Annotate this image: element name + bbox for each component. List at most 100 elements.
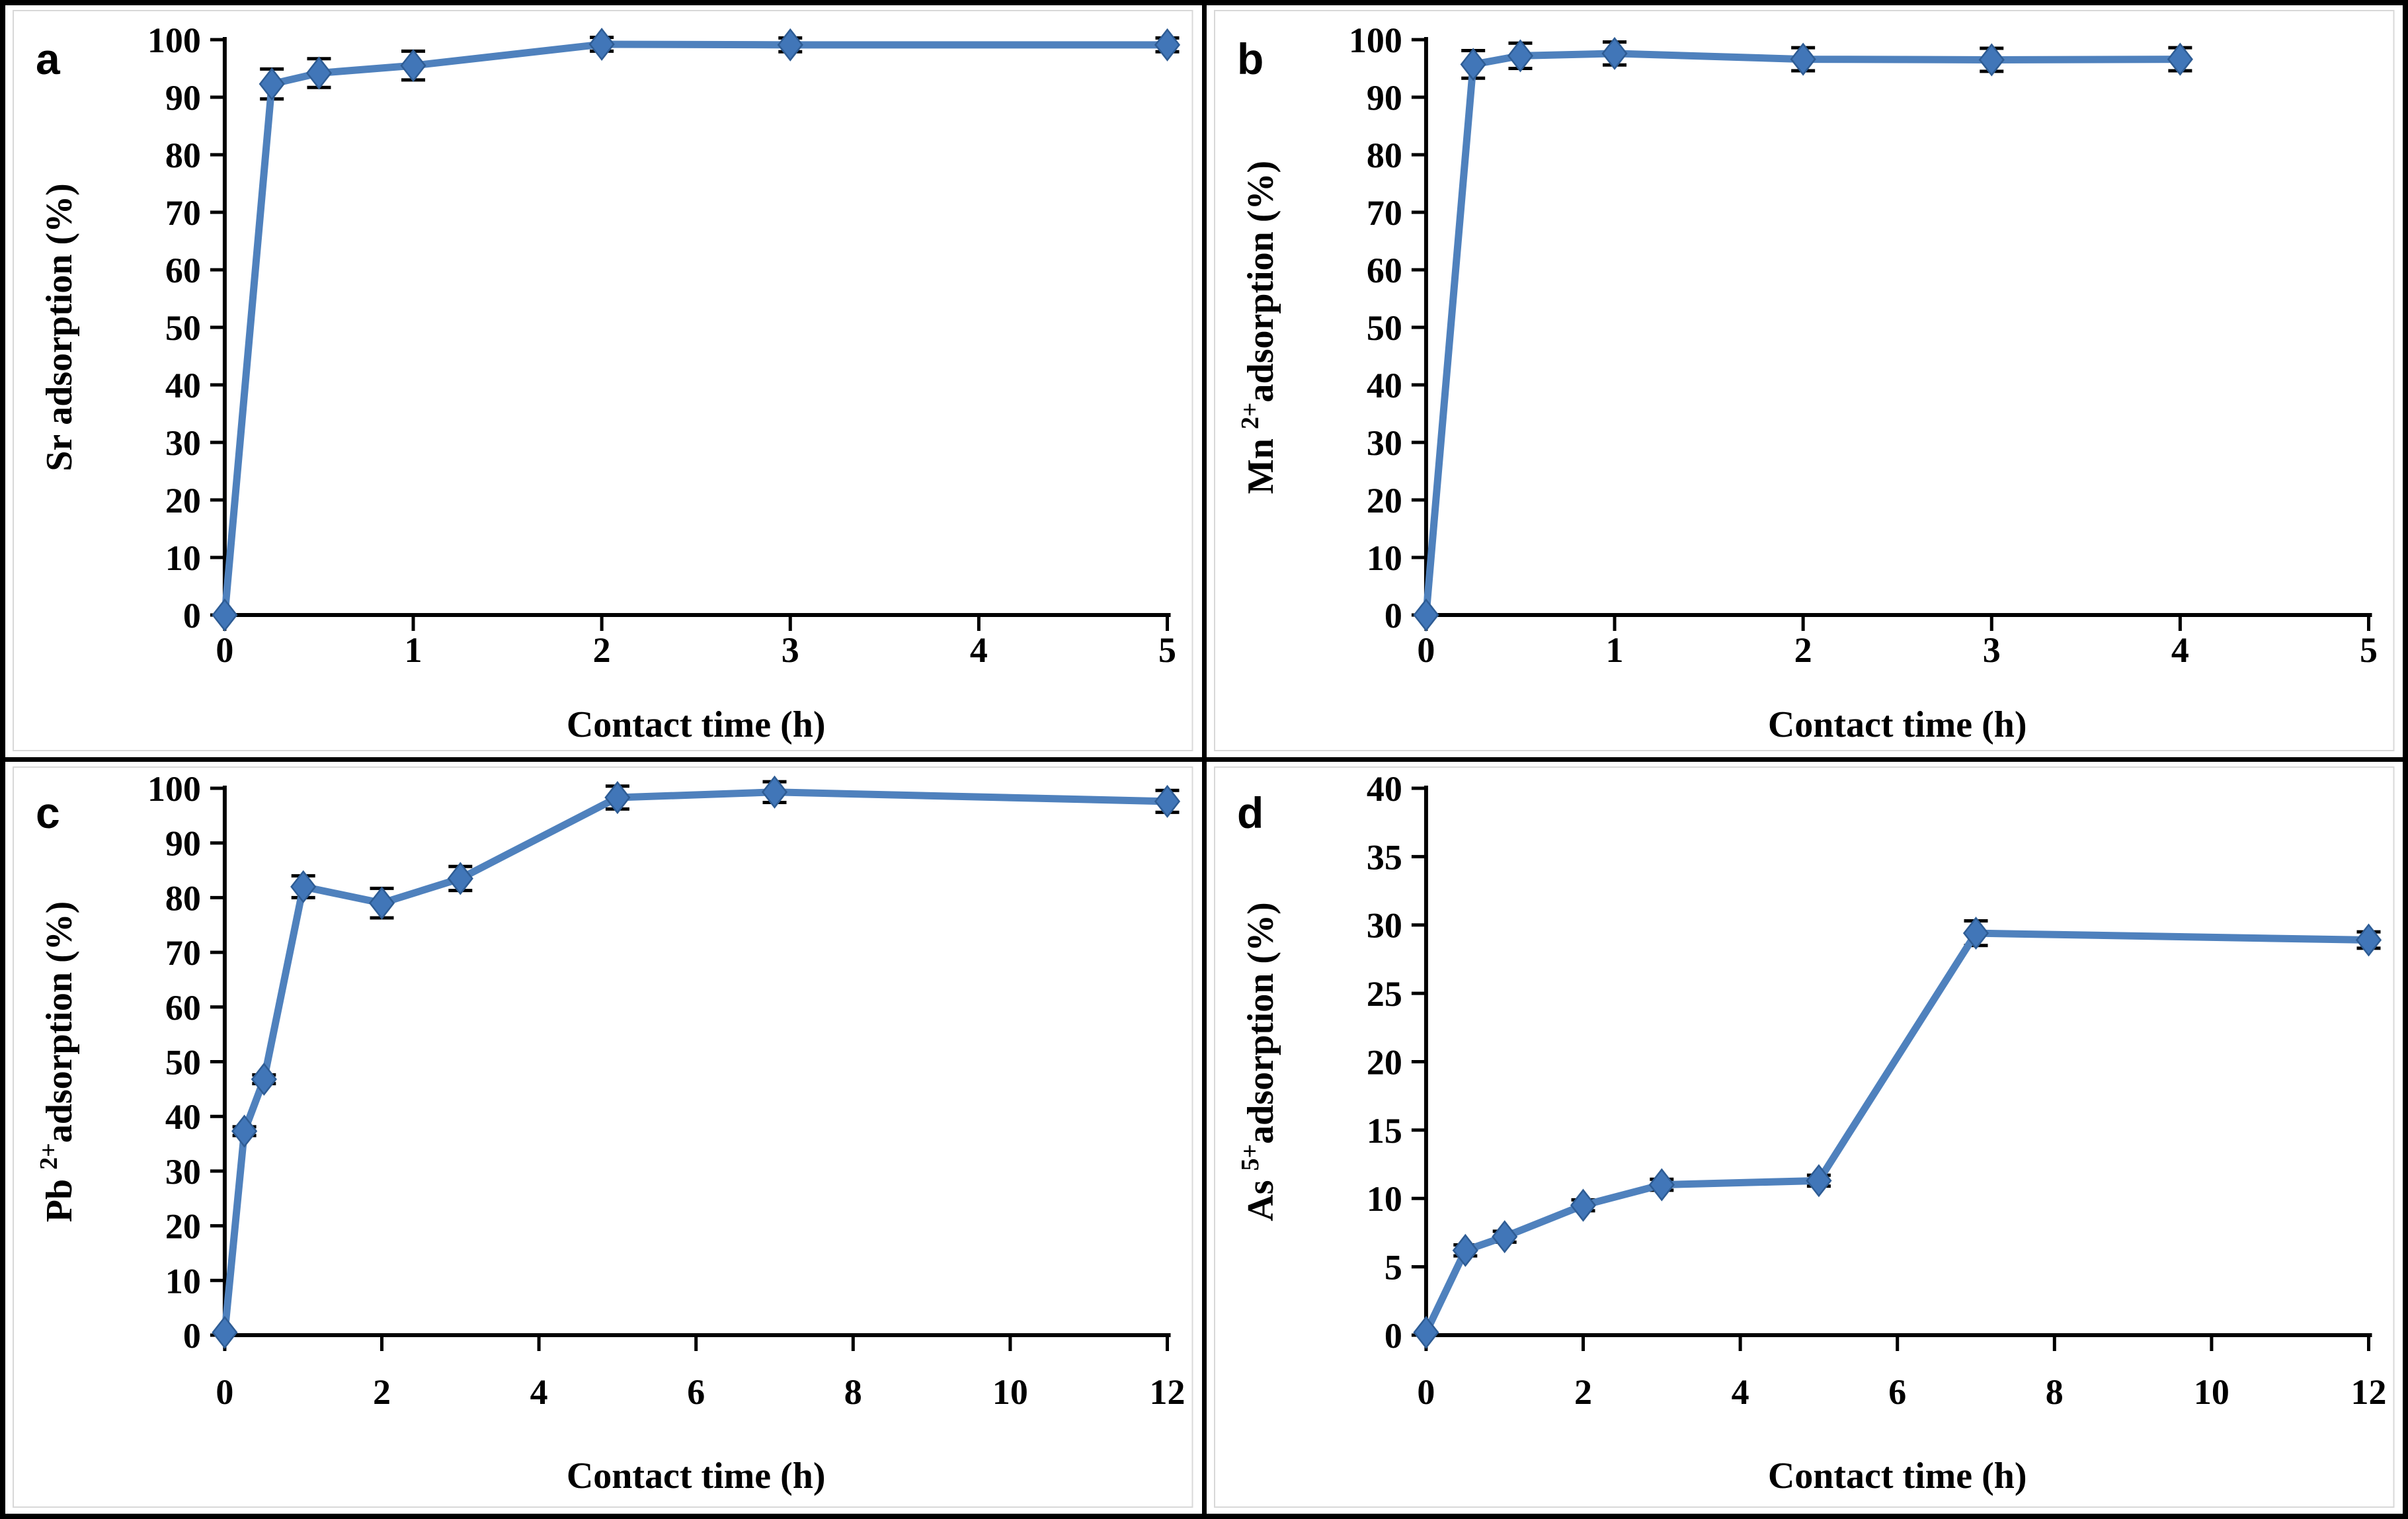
y-tick-label: 20 (165, 481, 201, 520)
data-point-marker (761, 775, 788, 809)
y-tick-label: 30 (165, 423, 201, 463)
chart-c: c 0 10 20 30 40 50 60 70 80 90 100 0 2 4 6 8 10 12 Contact … (12, 766, 1193, 1508)
y-tick-label: 60 (165, 251, 201, 290)
x-tick-label: 0 (1417, 630, 1435, 670)
y-tick-label: 5 (1384, 1248, 1402, 1288)
data-point-marker (1412, 598, 1439, 632)
data-point-marker (1978, 43, 2005, 77)
chart-d: d 0 5 10 15 20 25 30 35 40 0 2 4 6 8 10 12 Contact time (… (1213, 766, 2395, 1508)
y-axis-title: Sr adsorption (%) (39, 183, 80, 472)
y-tick-label: 15 (1366, 1111, 1402, 1151)
y-tick-label: 40 (1366, 366, 1402, 405)
y-tick-label: 70 (165, 193, 201, 233)
y-tick-label: 30 (165, 1152, 201, 1192)
x-tick-label: 12 (2350, 1372, 2386, 1412)
data-point-marker (400, 49, 426, 83)
data-point-marker (447, 862, 473, 895)
chart-a: a 0 10 20 30 40 50 60 70 80 90 100 0 1 2 3 4 5 Contact tim… (12, 10, 1193, 751)
data-point-marker (231, 1114, 258, 1148)
panel-letter: b (1236, 34, 1263, 83)
x-tick-label: 6 (1888, 1372, 1906, 1412)
x-tick-label: 0 (1417, 1372, 1435, 1412)
x-tick-label: 2 (593, 630, 611, 670)
y-tick-label: 50 (165, 1042, 201, 1082)
data-point-marker (1460, 48, 1486, 81)
data-series-line (1422, 929, 2372, 1336)
y-tick-label: 0 (183, 1316, 201, 1356)
data-point-marker (1601, 36, 1628, 70)
data-point-marker (212, 598, 238, 632)
y-tick-label: 40 (1366, 769, 1402, 809)
x-axis-title: Contact time (h) (1767, 704, 2027, 745)
data-point-marker (1452, 1233, 1478, 1267)
x-tick-label: 4 (530, 1372, 548, 1412)
x-tick-label: 4 (2171, 630, 2188, 670)
x-axis-title: Contact time (h) (567, 1456, 826, 1497)
x-tick-label: 0 (216, 1372, 233, 1412)
y-tick-label: 100 (147, 769, 201, 809)
y-tick-label: 90 (165, 78, 201, 118)
x-tick-label: 2 (1574, 1372, 1592, 1412)
x-tick-label: 6 (687, 1372, 705, 1412)
y-tick-label: 0 (183, 596, 201, 636)
data-point-marker (777, 28, 803, 62)
data-series-line (1422, 50, 2184, 619)
y-tick-label: 20 (1366, 481, 1402, 520)
data-point-marker (305, 56, 333, 90)
y-axis-title: Pb 2+adsorption (%) (35, 901, 80, 1223)
y-tick-label: 10 (165, 1261, 201, 1301)
x-tick-label: 5 (1158, 630, 1176, 670)
x-tick-label: 3 (782, 630, 799, 670)
data-point-marker (368, 886, 395, 920)
y-axis-title: As 5+adsorption (%) (1236, 902, 1281, 1221)
y-tick-label: 20 (1366, 1042, 1402, 1082)
y-tick-label: 20 (165, 1207, 201, 1247)
panel-b-mn-adsorption: b 0 10 20 30 40 50 60 70 80 90 100 0 1 2 3 4 5 Contact tim… (1206, 5, 2403, 757)
x-axis-title: Contact time (h) (1767, 1456, 2027, 1497)
data-series-line (221, 788, 1172, 1336)
data-point-marker (588, 27, 615, 61)
y-tick-label: 50 (165, 308, 201, 348)
chart-area-frame (12, 766, 1193, 1508)
panel-c-pb-adsorption: c 0 10 20 30 40 50 60 70 80 90 100 0 2 4 6 8 10 12 Contact … (5, 762, 1202, 1514)
y-tick-label: 90 (165, 824, 201, 864)
y-tick-label: 90 (1366, 78, 1402, 118)
x-tick-label: 4 (970, 630, 988, 670)
y-tick-label: 10 (165, 538, 201, 578)
data-point-marker (1570, 1188, 1596, 1222)
data-point-marker (251, 1062, 277, 1096)
y-tick-label: 80 (165, 878, 201, 918)
chart-area-frame (12, 10, 1193, 751)
x-tick-label: 0 (216, 630, 233, 670)
x-axis-title: Contact time (h) (567, 704, 826, 745)
panel-a-sr-adsorption: a 0 10 20 30 40 50 60 70 80 90 100 0 1 2 3 4 5 Contact tim… (5, 5, 1202, 757)
y-tick-label: 25 (1366, 974, 1402, 1014)
y-tick-label: 70 (1366, 193, 1402, 233)
y-tick-label: 100 (1348, 21, 1402, 60)
data-point-marker (1648, 1168, 1675, 1202)
y-tick-label: 80 (165, 136, 201, 175)
data-point-marker (212, 1315, 238, 1349)
panel-letter: a (36, 34, 61, 83)
chart-area-frame (1213, 766, 2395, 1508)
data-point-marker (2355, 923, 2382, 957)
y-tick-label: 10 (1366, 1179, 1402, 1219)
y-tick-label: 80 (1366, 136, 1402, 175)
data-series-line (221, 40, 1172, 619)
data-point-marker (1507, 39, 1533, 73)
y-tick-label: 100 (147, 21, 201, 60)
y-tick-label: 0 (1384, 1316, 1402, 1356)
x-tick-label: 10 (2193, 1372, 2229, 1412)
y-tick-label: 35 (1366, 837, 1402, 877)
y-tick-label: 30 (1366, 906, 1402, 946)
data-point-marker (1412, 1315, 1439, 1349)
chart-b: b 0 10 20 30 40 50 60 70 80 90 100 0 1 2 3 4 5 Contact tim… (1213, 10, 2395, 751)
x-tick-label: 12 (1150, 1372, 1185, 1412)
y-tick-label: 60 (1366, 251, 1402, 290)
y-tick-label: 40 (165, 366, 201, 405)
x-tick-label: 8 (2045, 1372, 2063, 1412)
x-tick-label: 1 (405, 630, 422, 670)
x-tick-label: 5 (2360, 630, 2378, 670)
data-point-marker (259, 67, 285, 101)
